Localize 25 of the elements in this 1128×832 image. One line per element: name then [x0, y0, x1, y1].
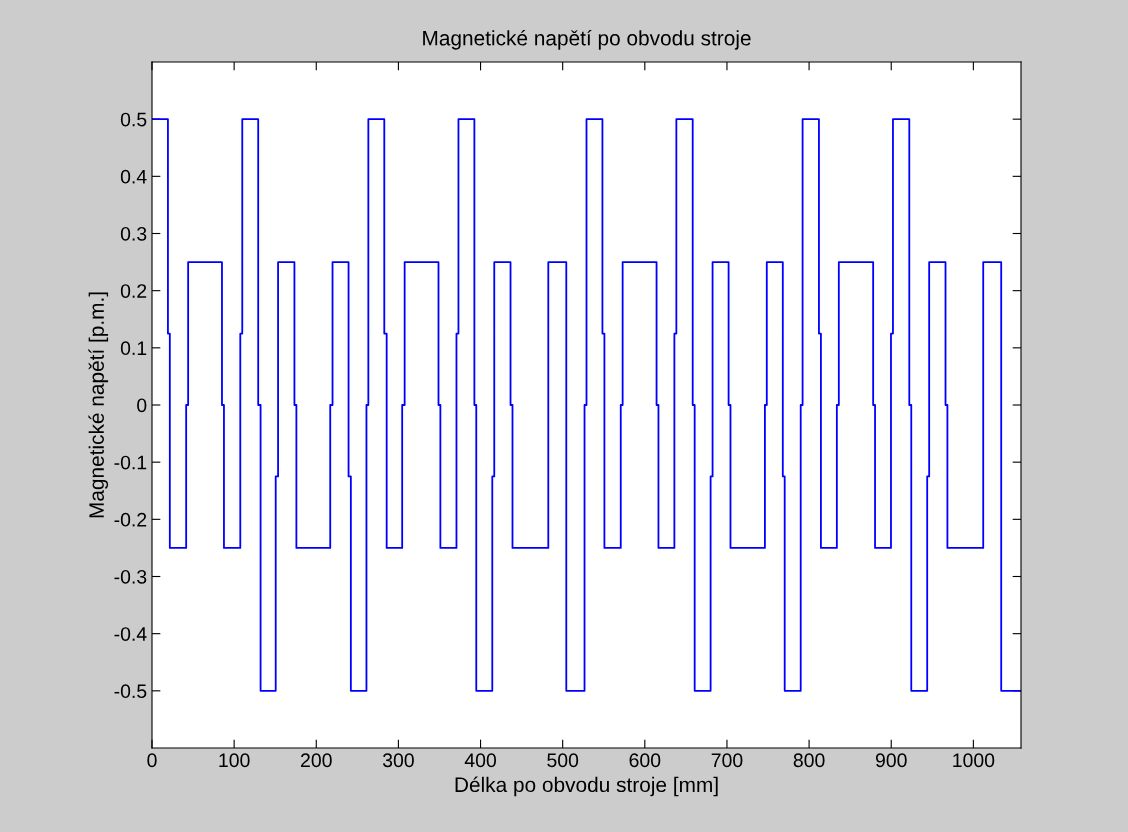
y-tick-label: -0.1 — [114, 455, 147, 470]
x-tick-label: 0 — [147, 753, 157, 768]
x-tick-label: 900 — [875, 753, 907, 768]
x-tick-label: 100 — [219, 753, 250, 768]
y-tick-label: -0.5 — [114, 684, 147, 699]
y-tick-label: 0.5 — [120, 112, 147, 127]
y-tick-label: 0 — [137, 398, 147, 413]
x-tick-label: 500 — [547, 753, 579, 768]
y-tick-label: -0.3 — [114, 569, 147, 584]
y-tick-label: 0.4 — [120, 169, 147, 184]
x-tick-label: 300 — [382, 753, 414, 768]
chart-title: Magnetické napětí po obvodu stroje — [423, 29, 751, 50]
x-tick-label: 200 — [301, 753, 332, 768]
y-tick-label: 0.3 — [120, 226, 147, 241]
x-tick-label: 400 — [464, 753, 497, 768]
x-tick-label: 600 — [629, 753, 661, 768]
x-tick-label: 800 — [793, 753, 825, 768]
x-tick-label: 700 — [711, 753, 743, 768]
y-axis-title: Magnetické napětí [p.m.] — [88, 292, 109, 518]
x-tick-label: 1000 — [953, 753, 995, 768]
y-tick-label: -0.4 — [114, 627, 147, 641]
y-tick-label: 0.1 — [120, 341, 147, 356]
y-tick-label: 0.2 — [120, 284, 147, 298]
x-axis-title: Délka po obvodu stroje [mm] — [455, 776, 718, 797]
y-tick-label: -0.2 — [114, 512, 147, 527]
